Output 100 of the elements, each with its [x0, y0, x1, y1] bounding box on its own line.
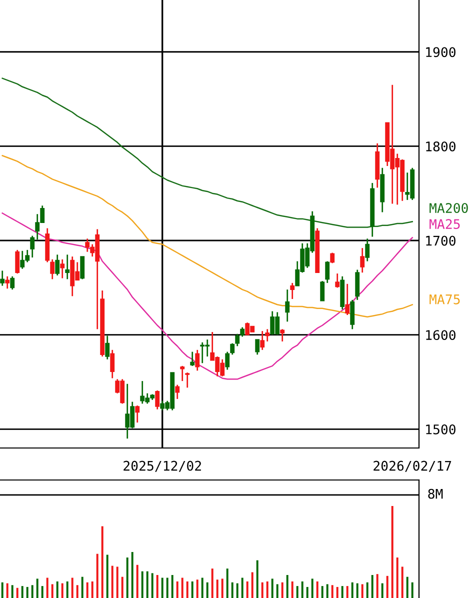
bar: [106, 554, 108, 598]
bar: [236, 583, 238, 598]
bar: [356, 583, 358, 598]
y-tick-label: 1600: [426, 330, 456, 340]
bar: [186, 581, 188, 598]
candlestick: [60, 258, 65, 279]
candlestick: [290, 282, 295, 300]
bar: [291, 581, 294, 598]
bar: [66, 581, 68, 598]
bar: [16, 588, 18, 598]
bar: [191, 581, 194, 598]
bar: [371, 574, 374, 598]
candlestick: [0, 270, 5, 286]
bar: [151, 573, 154, 598]
y-tick-label: 1800: [426, 141, 456, 152]
bar: [171, 574, 174, 598]
candlestick: [360, 247, 365, 274]
bar: [281, 582, 284, 598]
line-series: [2, 212, 413, 380]
candlestick: [325, 260, 330, 284]
bar: [11, 585, 14, 598]
bar: [286, 574, 288, 598]
candlestick: [50, 258, 55, 280]
bar: [111, 566, 114, 598]
bar: [296, 586, 298, 598]
candlestick: [110, 349, 115, 379]
bar: [56, 581, 58, 598]
candlestick: [230, 342, 235, 356]
bar: [361, 584, 364, 598]
series-label: MA200: [430, 203, 468, 214]
bar: [386, 576, 388, 598]
bar: [411, 582, 414, 598]
candlestick: [260, 330, 265, 351]
bar: [51, 584, 54, 598]
candlestick: [15, 249, 20, 274]
bar: [21, 586, 24, 598]
bar: [26, 586, 28, 598]
candlestick: [30, 235, 35, 258]
series-label: MA75: [430, 294, 460, 304]
y-tick-label: 1700: [426, 236, 456, 246]
candlestick: [365, 238, 370, 262]
bar: [336, 586, 338, 598]
bar: [266, 581, 268, 598]
candlestick: [190, 351, 195, 367]
bar: [251, 572, 254, 598]
candlestick: [225, 351, 230, 370]
y-tick-label: 1900: [426, 47, 456, 58]
bar: [366, 582, 368, 598]
candlestick: [105, 335, 110, 360]
bar: [81, 576, 84, 598]
bar: [146, 571, 148, 598]
candlestick: [255, 338, 260, 356]
candlestick: [135, 404, 140, 424]
bar: [1, 582, 4, 598]
bar: [271, 578, 274, 598]
bar: [326, 584, 328, 598]
candlestick: [345, 283, 350, 316]
bar: [96, 554, 98, 598]
bar: [246, 581, 248, 598]
candlestick: [265, 328, 270, 342]
bar: [216, 580, 218, 598]
bar: [86, 582, 88, 598]
bar: [311, 578, 314, 598]
bar: [36, 578, 38, 598]
bar: [261, 582, 264, 598]
bar: [206, 582, 208, 598]
bar: [46, 578, 48, 598]
bar: [76, 585, 78, 598]
candlestick: [55, 254, 60, 276]
bar: [31, 585, 34, 598]
bar: [156, 574, 158, 598]
bar: [131, 552, 134, 598]
bar: [116, 566, 118, 598]
bar: [341, 586, 344, 598]
candlestick: [280, 328, 285, 342]
bar: [346, 586, 348, 598]
bar: [136, 564, 138, 598]
bar: [401, 566, 404, 598]
bar: [221, 578, 224, 598]
bar: [231, 582, 234, 598]
bar: [91, 581, 94, 598]
bar: [406, 576, 408, 598]
bar: [211, 568, 214, 598]
candlestick: [350, 299, 355, 330]
bar: [306, 586, 308, 598]
bar: [6, 583, 8, 598]
x-tick-label: 2026/02/17: [374, 460, 452, 472]
candlestick: [10, 276, 15, 290]
bar: [201, 578, 204, 598]
bar: [376, 574, 378, 598]
series-label: MA25: [430, 219, 460, 230]
bar: [331, 585, 334, 598]
candlestick: [65, 254, 70, 280]
bar: [41, 586, 44, 598]
bar: [161, 578, 164, 598]
candlestick: [320, 280, 325, 302]
bar: [121, 576, 124, 598]
bar: [381, 583, 384, 598]
bar: [226, 568, 228, 598]
bar: [396, 558, 398, 598]
